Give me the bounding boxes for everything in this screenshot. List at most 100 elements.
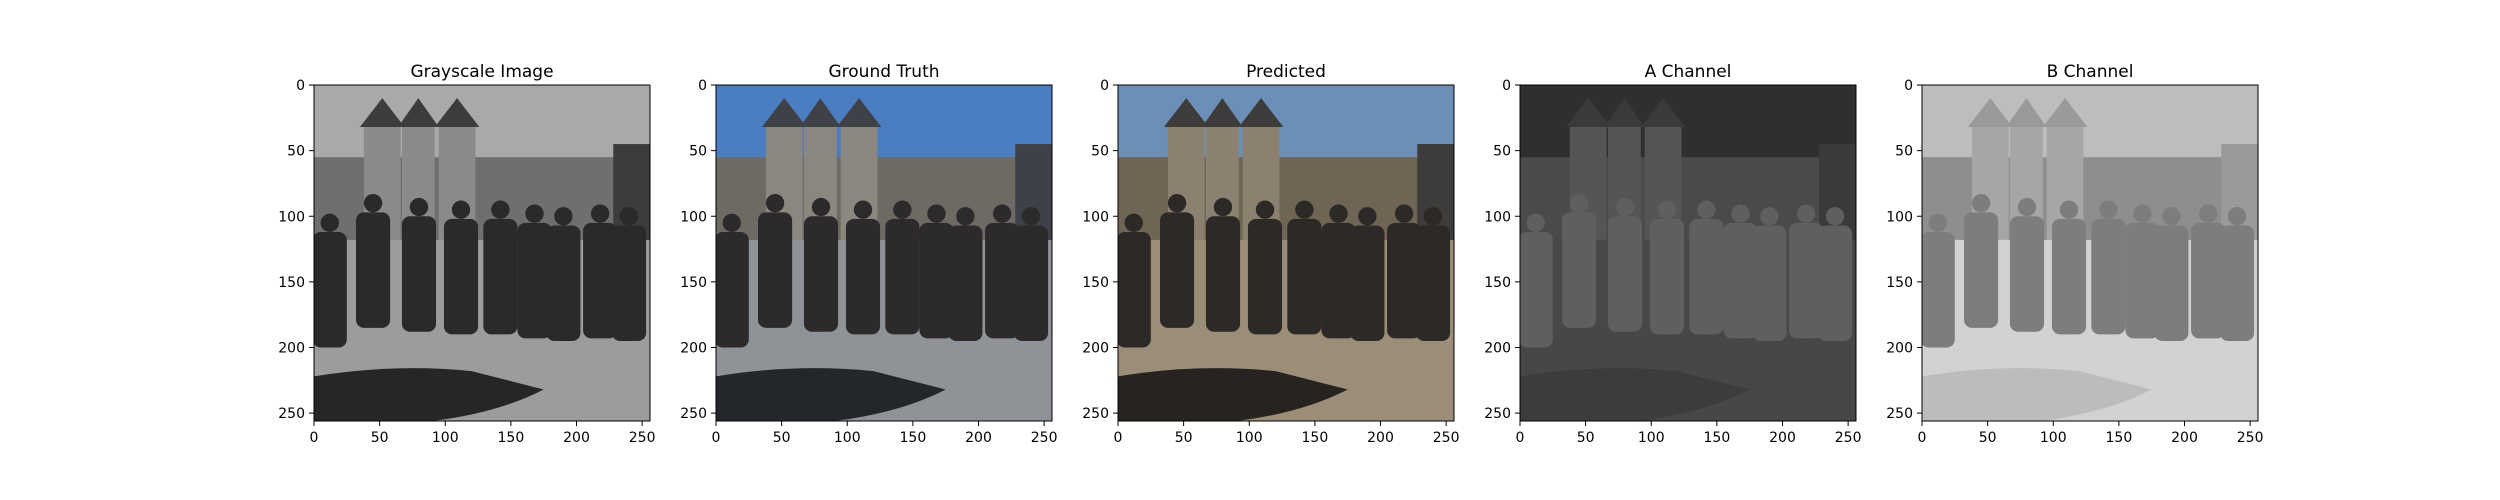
person-body-2 [401, 216, 437, 332]
x-tick-label: 150 [1704, 430, 1731, 446]
y-tick-label: 0 [1100, 78, 1109, 94]
person-body-1 [758, 212, 793, 328]
person-body-3 [1247, 218, 1283, 335]
person-head-3 [853, 200, 873, 219]
person-body-7 [985, 222, 1020, 339]
ground-shadow [1520, 368, 1750, 421]
y-tick-label: 0 [1502, 78, 1511, 94]
person-body-6 [948, 225, 983, 341]
person-body-2 [1607, 216, 1643, 332]
person-head-7 [1796, 204, 1816, 223]
x-tick-label: 0 [1918, 430, 1927, 446]
person-body-5 [2125, 222, 2160, 339]
x-tick-label: 200 [2171, 430, 2198, 446]
y-tick-label: 150 [680, 275, 707, 291]
y-tick-label: 100 [278, 209, 305, 225]
image-2 [1118, 85, 1454, 421]
x-tick-label: 250 [1031, 430, 1058, 446]
person-head-5 [927, 204, 946, 223]
person-head-4 [1697, 200, 1716, 219]
person-body-5 [1723, 222, 1758, 339]
person-head-1 [765, 193, 785, 213]
person-body-4 [2091, 218, 2126, 335]
person-head-8 [2227, 207, 2247, 226]
x-tick-label: 150 [1302, 430, 1329, 446]
person-head-5 [1329, 204, 1348, 223]
y-tick-label: 50 [1895, 144, 1913, 160]
image-1 [716, 85, 1052, 421]
person-head-3 [1255, 200, 1275, 219]
image-0 [314, 85, 650, 421]
person-body-0 [1520, 232, 1553, 348]
x-tick-label: 50 [773, 430, 791, 446]
person-head-2 [1615, 197, 1635, 217]
ground-shadow [1118, 368, 1348, 421]
person-head-3 [1657, 200, 1677, 219]
y-tick-label: 0 [296, 78, 305, 94]
person-head-4 [491, 200, 510, 219]
person-body-4 [1287, 218, 1322, 335]
person-body-2 [1205, 216, 1241, 332]
panel-title: Ground Truth [828, 62, 939, 82]
person-head-6 [2162, 207, 2181, 226]
person-head-1 [1971, 193, 1991, 213]
person-head-6 [554, 207, 573, 226]
person-body-7 [2191, 222, 2226, 339]
y-tick-label: 200 [680, 341, 707, 357]
y-tick-label: 50 [1091, 144, 1109, 160]
y-tick-label: 0 [1904, 78, 1913, 94]
x-tick-label: 50 [1577, 430, 1595, 446]
x-tick-label: 100 [1236, 430, 1263, 446]
y-tick-label: 150 [1484, 275, 1511, 291]
x-tick-label: 250 [2237, 430, 2264, 446]
x-tick-label: 100 [834, 430, 861, 446]
person-head-8 [619, 207, 639, 226]
y-tick-label: 100 [1082, 209, 1109, 225]
person-head-7 [2198, 204, 2218, 223]
person-head-0 [1928, 213, 1947, 232]
tower-roof-1 [800, 98, 841, 127]
person-head-4 [1295, 200, 1314, 219]
y-tick-label: 200 [1082, 341, 1109, 357]
person-head-0 [1124, 213, 1143, 232]
y-tick-label: 250 [1886, 406, 1913, 422]
person-head-5 [1731, 204, 1750, 223]
person-body-1 [1160, 212, 1195, 328]
person-body-8 [2219, 225, 2255, 341]
ground-shadow [1922, 368, 2152, 421]
person-head-7 [590, 204, 610, 223]
x-tick-label: 150 [2106, 430, 2133, 446]
person-body-8 [1817, 225, 1853, 341]
y-tick-label: 100 [1484, 209, 1511, 225]
person-head-2 [2017, 197, 2037, 217]
y-tick-label: 250 [1082, 406, 1109, 422]
y-tick-label: 200 [1886, 341, 1913, 357]
y-tick-label: 50 [1493, 144, 1511, 160]
y-tick-label: 0 [698, 78, 707, 94]
person-body-7 [1789, 222, 1824, 339]
person-body-1 [1562, 212, 1597, 328]
person-body-8 [1415, 225, 1451, 341]
person-head-8 [1825, 207, 1845, 226]
tower-roof-1 [2006, 98, 2047, 127]
person-body-2 [803, 216, 839, 332]
x-tick-label: 0 [310, 430, 319, 446]
person-body-6 [1350, 225, 1385, 341]
x-tick-label: 250 [629, 430, 656, 446]
person-head-4 [893, 200, 912, 219]
person-body-0 [1922, 232, 1955, 348]
y-tick-label: 150 [278, 275, 305, 291]
y-tick-label: 150 [1082, 275, 1109, 291]
person-body-6 [1752, 225, 1787, 341]
axes-frame [1921, 84, 2259, 422]
x-tick-label: 200 [1367, 430, 1394, 446]
tower-roof-2 [434, 98, 480, 127]
tower-roof-1 [1604, 98, 1645, 127]
y-tick-label: 250 [680, 406, 707, 422]
x-tick-label: 250 [1433, 430, 1460, 446]
person-body-7 [583, 222, 618, 339]
y-tick-label: 200 [278, 341, 305, 357]
person-head-7 [992, 204, 1012, 223]
panel-3: A Channel 0 50 100 150 200 250 0 50 100 150 200 250 [1484, 62, 1861, 446]
